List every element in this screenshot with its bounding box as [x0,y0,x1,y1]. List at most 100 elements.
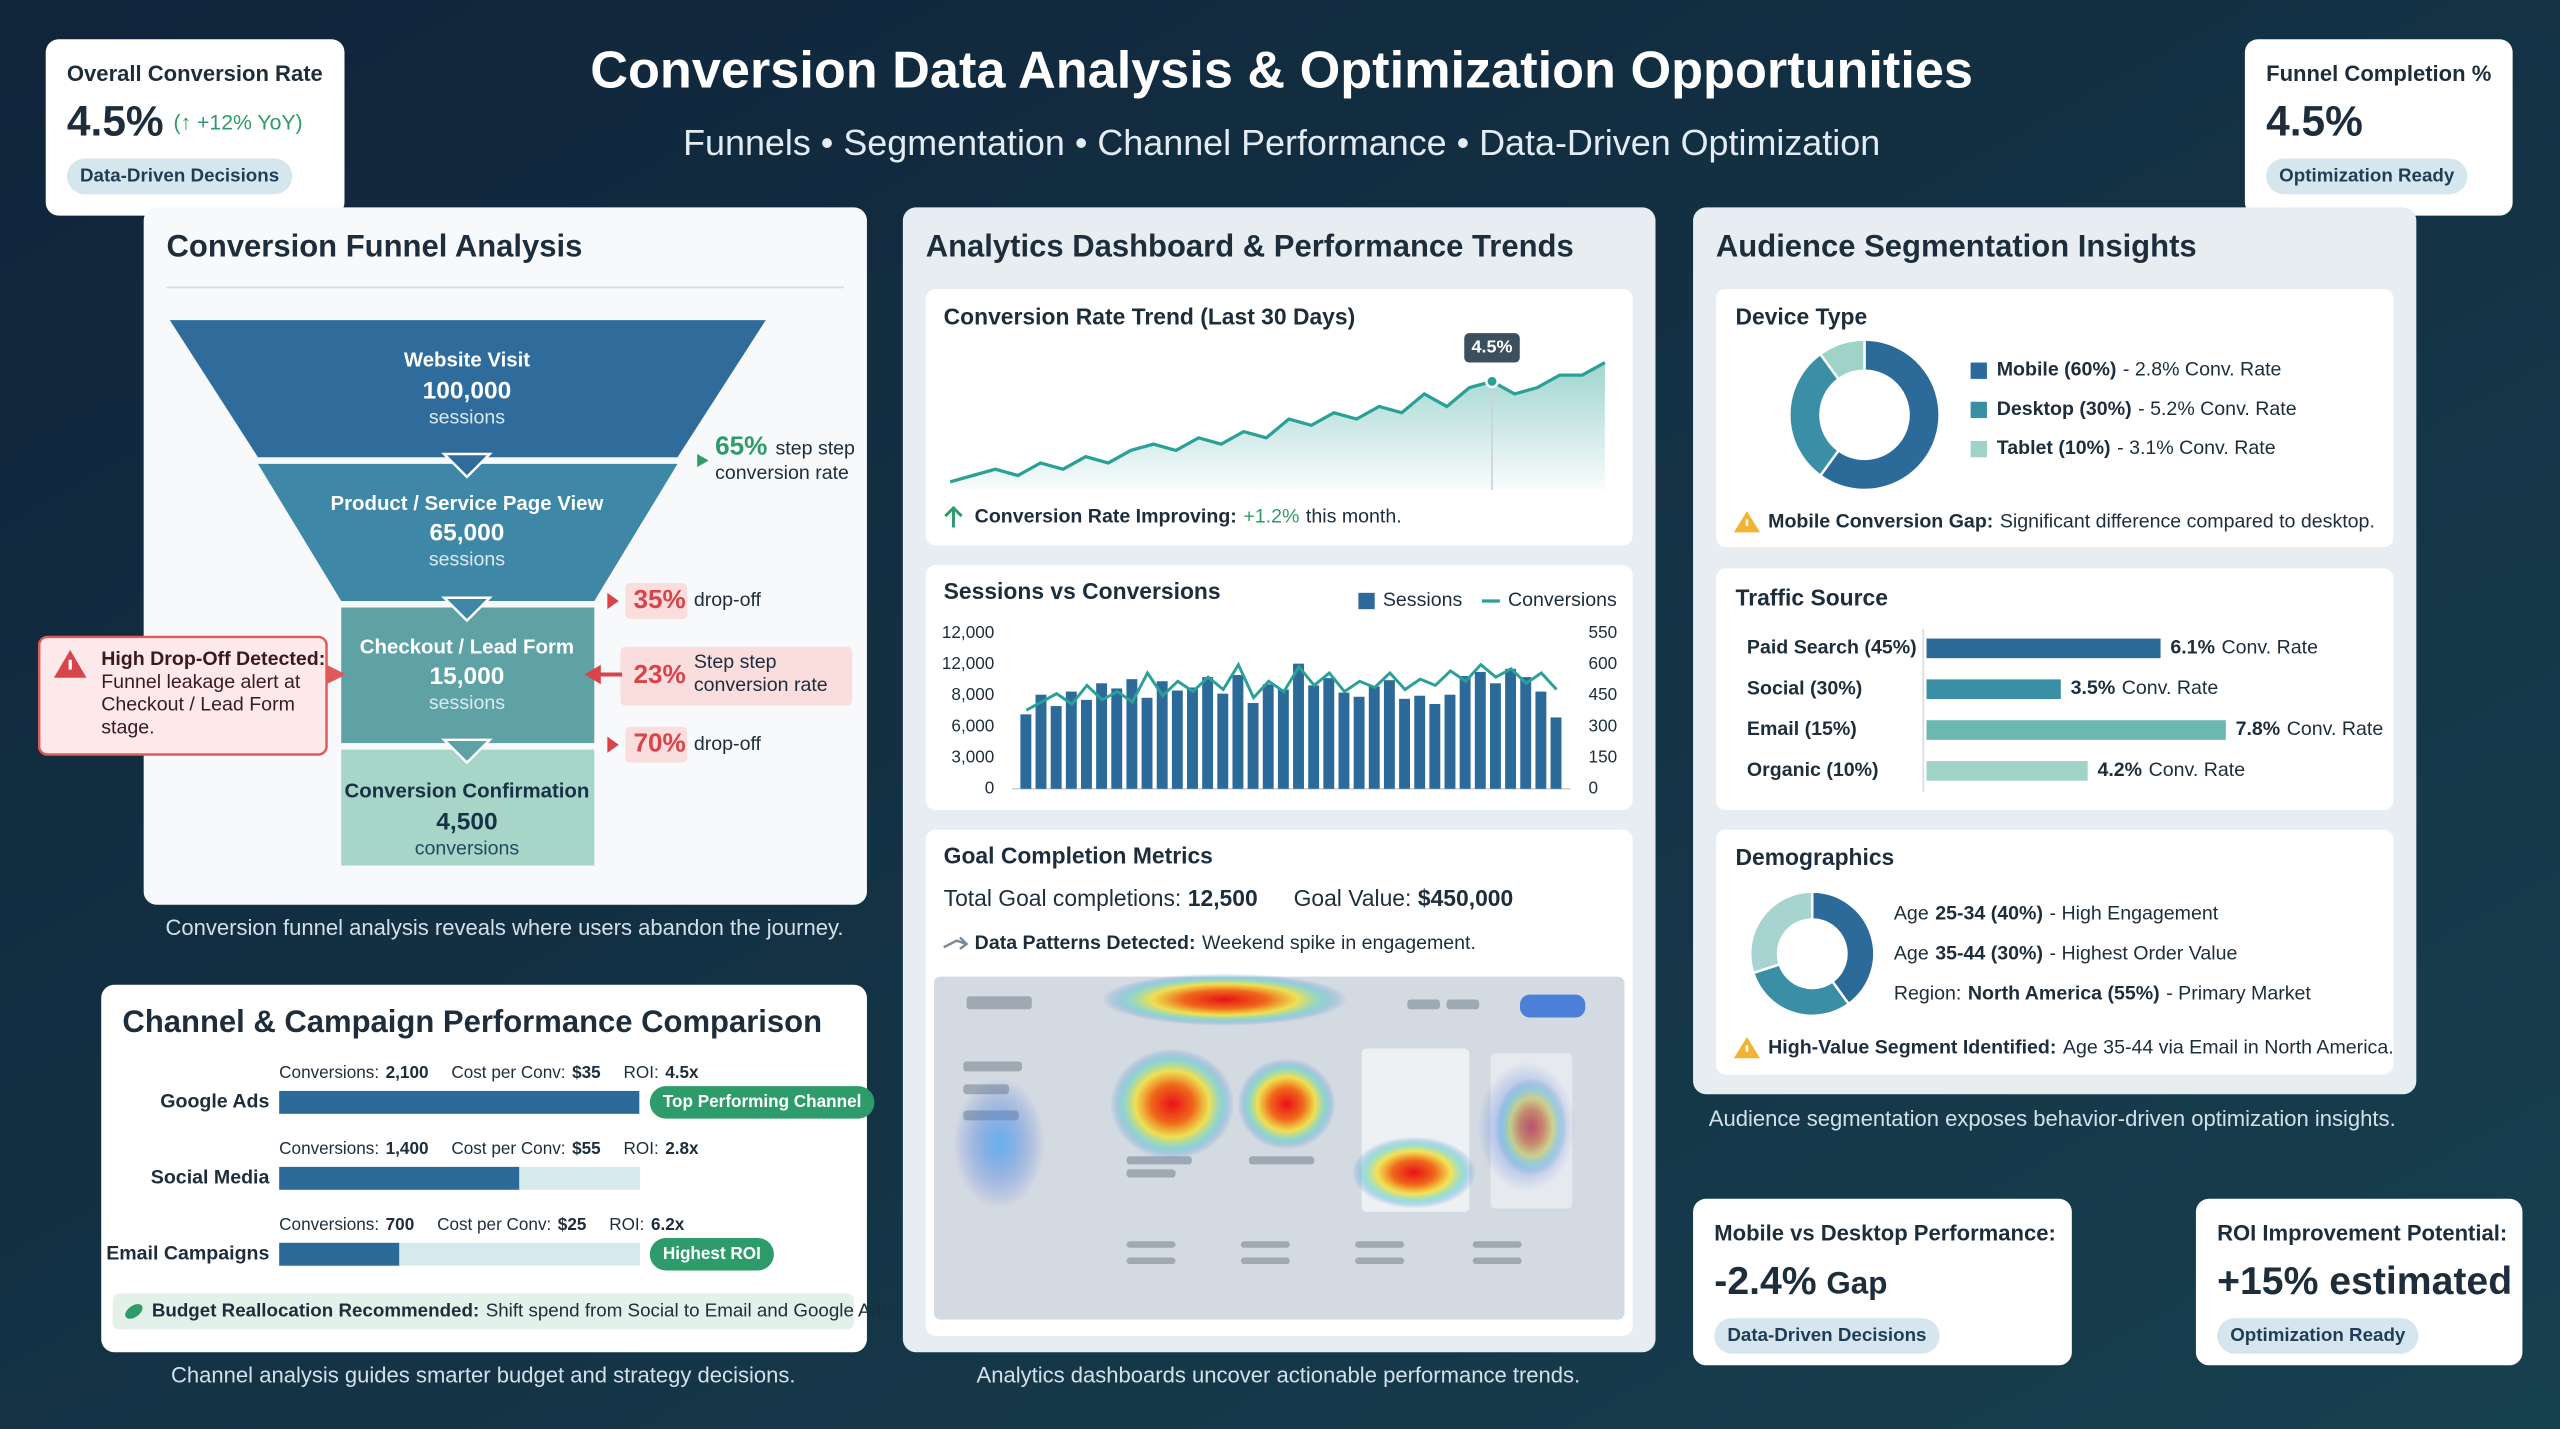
text-run: 700 [386,1213,415,1233]
stage-value: 4,500 [436,809,497,836]
funnel-stage [341,607,595,744]
bar [1926,720,2226,740]
note-line: Budget Reallocation Recommended: Shift sp… [152,1299,891,1320]
text-run: 4.5x [665,1062,699,1082]
bar [1474,671,1486,789]
note-highlight [625,726,688,763]
text-run: 1,400 [386,1137,429,1157]
stage-unit: sessions [429,692,505,714]
text-run: Age [1894,943,1929,965]
badge [2217,1318,2419,1354]
heatmap-block [1126,1257,1176,1265]
bar [1050,706,1062,789]
bar [1414,695,1426,789]
badge [1714,1318,1940,1354]
badge-label: Data-Driven Decisions [1727,1324,1926,1345]
kpi-label: Mobile vs Desktop Performance: [1714,1220,2056,1245]
bar [1399,698,1410,789]
badge-label: Optimization Ready [2279,164,2455,185]
badge [649,1237,774,1271]
stage-name: Product / Service Page View [330,493,603,515]
bar [1080,699,1092,789]
heat-spot [1495,1077,1568,1176]
heat-spot [1351,1136,1476,1209]
text-run: Cost per Conv: [437,1213,551,1233]
y-tick-label: 12,000 [942,622,994,642]
text-run: this month. [1306,506,1402,528]
text-run: Age 35-44 via Email in North America. [2063,1037,2394,1059]
text-run: High-Value Segment Identified: [1768,1037,2056,1059]
text-run: - Primary Market [2166,983,2311,1005]
panel-title: Channel & Campaign Performance Compariso… [122,1004,822,1039]
text-run: Region: [1894,983,1961,1005]
channel-metrics: Conversions: 2,100 Cost per Conv: $35 ROI: 4.… [279,1062,699,1082]
demographic-entry: Age 35-44 (30%) - Highest Order Value [1894,943,2238,965]
channel-bar [279,1166,520,1190]
heatmap-block [1248,1156,1315,1165]
legend-swatch [1970,362,1987,379]
bar [1444,694,1456,789]
text-run: $25 [558,1213,587,1233]
text-run: - 3.1% Conv. Rate [2117,437,2276,459]
stage-name: Conversion Confirmation [345,780,590,802]
heat-spot [1237,1058,1336,1150]
kpi-label: Overall Conversion Rate [67,61,323,86]
alert-arrowhead [584,664,601,685]
text-run: Cost per Conv: [451,1137,565,1157]
stage-unit: sessions [429,406,505,428]
note-line: Conversion Rate Improving: +1.2% this mont… [975,506,1402,528]
legend-entry: Desktop (30%) - 5.2% Conv. Rate [1997,398,2297,420]
badge-label: Data-Driven Decisions [80,164,279,185]
note-highlight [625,583,688,619]
y-tick-label: 0 [985,777,995,797]
text-run: 35-44 (30%) [1935,943,2043,965]
trend-area [950,362,1605,490]
stage-unit: sessions [429,548,505,570]
note-value: 35% [633,584,685,614]
text-run: Cost per Conv: [451,1062,565,1082]
heatmap-block [1472,1241,1522,1248]
note-value: 70% [633,728,685,758]
legend-label: Sessions [1383,589,1463,611]
conversions-line [1025,661,1558,712]
page-subtitle: Funnels • Segmentation • Channel Perform… [683,122,1880,163]
text-run: North America (55%) [1968,983,2160,1005]
bar [1489,683,1501,789]
funnel-stage [341,749,595,866]
y2-tick-label: 600 [1589,653,1618,673]
legend-swatch [1970,440,1987,458]
heatmap-block [1240,1241,1290,1248]
text-run: Tablet (10%) [1997,437,2111,459]
badge-label: Top Performing Channel [663,1091,862,1111]
text-run: Conv. Rate [2287,718,2384,740]
category-label: Social (30%) [1747,677,1862,699]
panel-title: Audience Segmentation Insights [1716,228,2197,263]
kpi-value: +15% estimated [2217,1260,2512,1303]
note-box [112,1293,854,1330]
kpi-suffix: Gap [1826,1266,1887,1301]
bar [1293,663,1304,789]
text-run: 6.2x [651,1213,685,1233]
trend-icon [943,936,969,950]
panel-title: Analytics Dashboard & Performance Trends [926,228,1574,263]
text-run: 2,100 [386,1062,429,1082]
heat-spot [1102,973,1347,1026]
up-arrow [944,505,963,528]
bar [1368,686,1380,789]
text-run: Conv. Rate [2122,677,2219,699]
text-run: 12,500 [1188,885,1258,911]
bar [1217,693,1229,789]
text-run: Data Patterns Detected: [975,932,1196,954]
text-run: Goal Value: [1294,885,1412,911]
y-tick-label: 6,000 [951,715,994,735]
category-label: Organic (10%) [1747,759,1879,781]
text-run: Conversions: [279,1062,379,1082]
text-run: Conv. Rate [2149,759,2246,781]
card-title: Demographics [1736,844,1895,870]
channel-name: Google Ads [160,1091,269,1113]
caption: Channel analysis guides smarter budget a… [171,1363,795,1388]
y2-tick-label: 0 [1589,777,1599,797]
y2-tick-label: 300 [1589,715,1618,735]
legend-swatch [1358,592,1375,610]
funnel-stage [257,463,678,601]
